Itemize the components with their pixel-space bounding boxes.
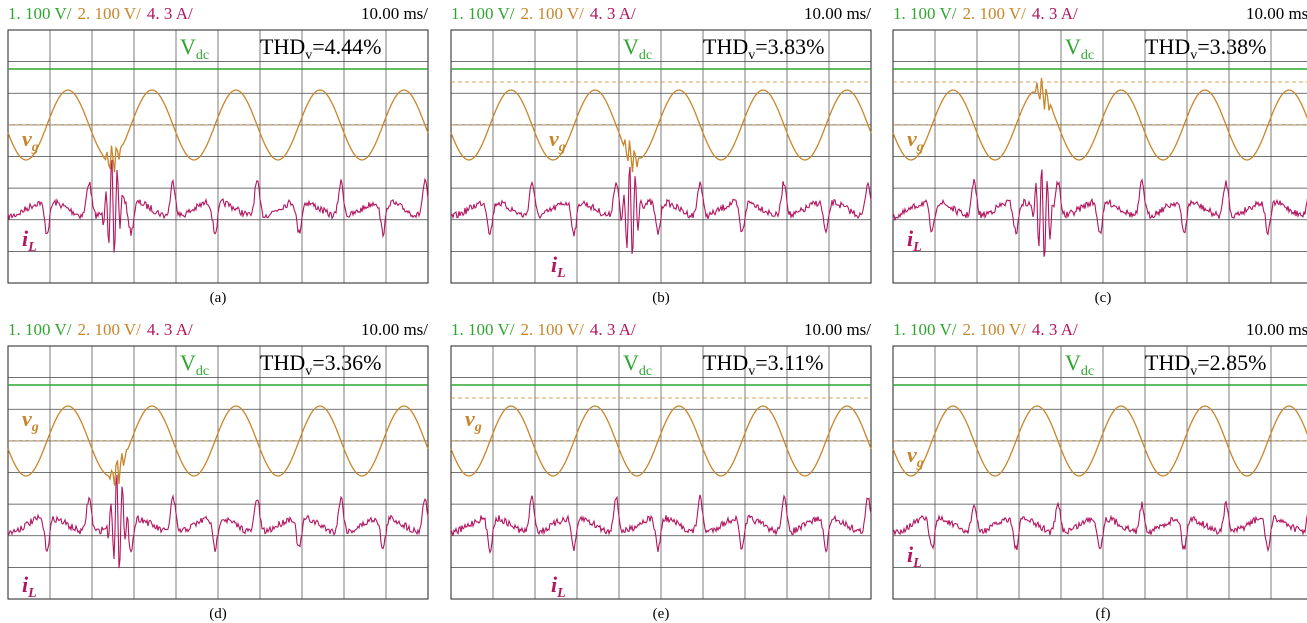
thd-main: THD — [260, 34, 305, 59]
channel-header: 1. 100 V/2. 100 V/4. 3 A/ — [8, 4, 193, 23]
thd-value: =3.36% — [312, 350, 381, 375]
vg-sub: g — [558, 140, 566, 155]
vdc-main: V — [623, 34, 639, 59]
il-sub: L — [556, 586, 566, 601]
channel-header: 1. 100 V/2. 100 V/4. 3 A/ — [8, 320, 193, 339]
vg-main: v — [549, 126, 559, 151]
vdc-sub: dc — [1081, 364, 1094, 379]
ch1-scale: 1. 100 V/ — [8, 320, 72, 339]
figure: 1. 100 V/2. 100 V/4. 3 A/10.00 ms/Vdc THD… — [0, 0, 1307, 623]
timebase: 10.00 ms/ — [804, 4, 871, 23]
vdc-sub: dc — [196, 364, 209, 379]
scope-panel: 1. 100 V/2. 100 V/4. 3 A/10.00 ms/Vdc THD… — [893, 4, 1307, 306]
vg-sub: g — [31, 140, 39, 155]
il-sub: L — [27, 240, 37, 255]
thd-label: THDv=3.36% — [260, 350, 381, 379]
channel-header: 1. 100 V/2. 100 V/4. 3 A/ — [451, 4, 636, 23]
scope-panel: 1. 100 V/2. 100 V/4. 3 A/10.00 ms/Vdc THD… — [8, 4, 428, 306]
timebase: 10.00 ms/ — [1246, 320, 1307, 339]
vg-main: v — [22, 406, 32, 431]
thd-value: =4.44% — [312, 34, 381, 59]
ch2-scale: 2. 100 V/ — [77, 4, 141, 23]
il-sub: L — [912, 240, 922, 255]
vdc-main: V — [1065, 34, 1081, 59]
timebase: 10.00 ms/ — [361, 320, 428, 339]
ch4-scale: 4. 3 A/ — [590, 4, 636, 23]
caption: (e) — [653, 606, 670, 622]
channel-header: 1. 100 V/2. 100 V/4. 3 A/ — [451, 320, 636, 339]
vg-main: v — [907, 442, 917, 467]
thd-value: =3.38% — [1197, 34, 1266, 59]
vdc-sub: dc — [639, 48, 652, 63]
channel-header: 1. 100 V/2. 100 V/4. 3 A/ — [893, 4, 1078, 23]
vdc-main: V — [180, 350, 196, 375]
vg-sub: g — [31, 420, 39, 435]
vg-sub: g — [916, 140, 924, 155]
vg-sub: g — [916, 456, 924, 471]
thd-main: THD — [1145, 350, 1190, 375]
thd-value: =3.83% — [755, 34, 824, 59]
scope-panel: 1. 100 V/2. 100 V/4. 3 A/10.00 ms/Vdc THD… — [8, 320, 428, 622]
ch1-scale: 1. 100 V/ — [451, 4, 515, 23]
vdc-sub: dc — [1081, 48, 1094, 63]
thd-sub: v — [305, 364, 312, 379]
thd-label: THDv=3.83% — [703, 34, 824, 63]
ch2-scale: 2. 100 V/ — [962, 4, 1026, 23]
ch1-scale: 1. 100 V/ — [893, 4, 957, 23]
caption: (a) — [210, 290, 227, 306]
ch1-scale: 1. 100 V/ — [451, 320, 515, 339]
caption: (d) — [209, 606, 227, 622]
thd-main: THD — [1145, 34, 1190, 59]
ch1-scale: 1. 100 V/ — [8, 4, 72, 23]
vdc-main: V — [623, 350, 639, 375]
thd-label: THDv=3.11% — [703, 350, 824, 379]
vdc-main: V — [180, 34, 196, 59]
ch4-scale: 4. 3 A/ — [1032, 4, 1078, 23]
ch1-scale: 1. 100 V/ — [893, 320, 957, 339]
thd-sub: v — [305, 48, 312, 63]
scope-panel: 1. 100 V/2. 100 V/4. 3 A/10.00 ms/Vdc THD… — [451, 320, 871, 622]
il-sub: L — [556, 266, 566, 281]
thd-main: THD — [703, 350, 748, 375]
vg-main: v — [22, 126, 32, 151]
ch2-scale: 2. 100 V/ — [77, 320, 141, 339]
timebase: 10.00 ms/ — [804, 320, 871, 339]
ch2-scale: 2. 100 V/ — [962, 320, 1026, 339]
scope-panel: 1. 100 V/2. 100 V/4. 3 A/10.00 ms/Vdc THD… — [893, 320, 1307, 622]
scope-panel: 1. 100 V/2. 100 V/4. 3 A/10.00 ms/Vdc THD… — [451, 4, 871, 306]
vg-main: v — [465, 406, 475, 431]
ch4-scale: 4. 3 A/ — [147, 320, 193, 339]
thd-label: THDv=2.85% — [1145, 350, 1266, 379]
vg-main: v — [907, 126, 917, 151]
vg-sub: g — [474, 420, 482, 435]
thd-sub: v — [1190, 48, 1197, 63]
vdc-sub: dc — [196, 48, 209, 63]
il-sub: L — [27, 586, 37, 601]
caption: (c) — [1095, 290, 1112, 306]
timebase: 10.00 ms/ — [361, 4, 428, 23]
thd-main: THD — [703, 34, 748, 59]
ch4-scale: 4. 3 A/ — [147, 4, 193, 23]
thd-label: THDv=3.38% — [1145, 34, 1266, 63]
il-sub: L — [912, 556, 922, 571]
thd-main: THD — [260, 350, 305, 375]
ch2-scale: 2. 100 V/ — [520, 320, 584, 339]
thd-value: =2.85% — [1197, 350, 1266, 375]
thd-sub: v — [748, 364, 755, 379]
caption: (f) — [1096, 606, 1111, 622]
vdc-main: V — [1065, 350, 1081, 375]
thd-value: =3.11% — [755, 350, 823, 375]
ch4-scale: 4. 3 A/ — [1032, 320, 1078, 339]
thd-sub: v — [1190, 364, 1197, 379]
timebase: 10.00 ms/ — [1246, 4, 1307, 23]
thd-sub: v — [748, 48, 755, 63]
ch4-scale: 4. 3 A/ — [590, 320, 636, 339]
channel-header: 1. 100 V/2. 100 V/4. 3 A/ — [893, 320, 1078, 339]
caption: (b) — [652, 290, 670, 306]
thd-label: THDv=4.44% — [260, 34, 381, 63]
ch2-scale: 2. 100 V/ — [520, 4, 584, 23]
vdc-sub: dc — [639, 364, 652, 379]
